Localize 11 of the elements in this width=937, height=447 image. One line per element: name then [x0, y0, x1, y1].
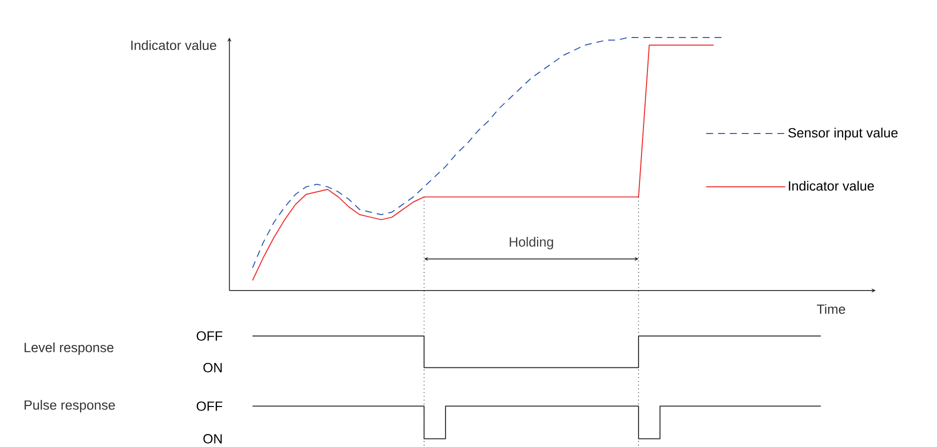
y-axis-title: Indicator value — [131, 40, 216, 50]
x-axis-title: Time — [816, 304, 846, 314]
text: Sensor input value — [788, 128, 898, 140]
text: OFF — [196, 331, 222, 341]
text: ON — [203, 434, 222, 444]
annotation: Holding — [510, 237, 554, 250]
y-axis-title: Level response — [24, 342, 114, 356]
text: ON — [203, 363, 222, 372]
y-axis-title: Pulse response — [24, 400, 115, 413]
text: Indicator value — [788, 181, 874, 191]
text: OFF — [196, 402, 222, 412]
